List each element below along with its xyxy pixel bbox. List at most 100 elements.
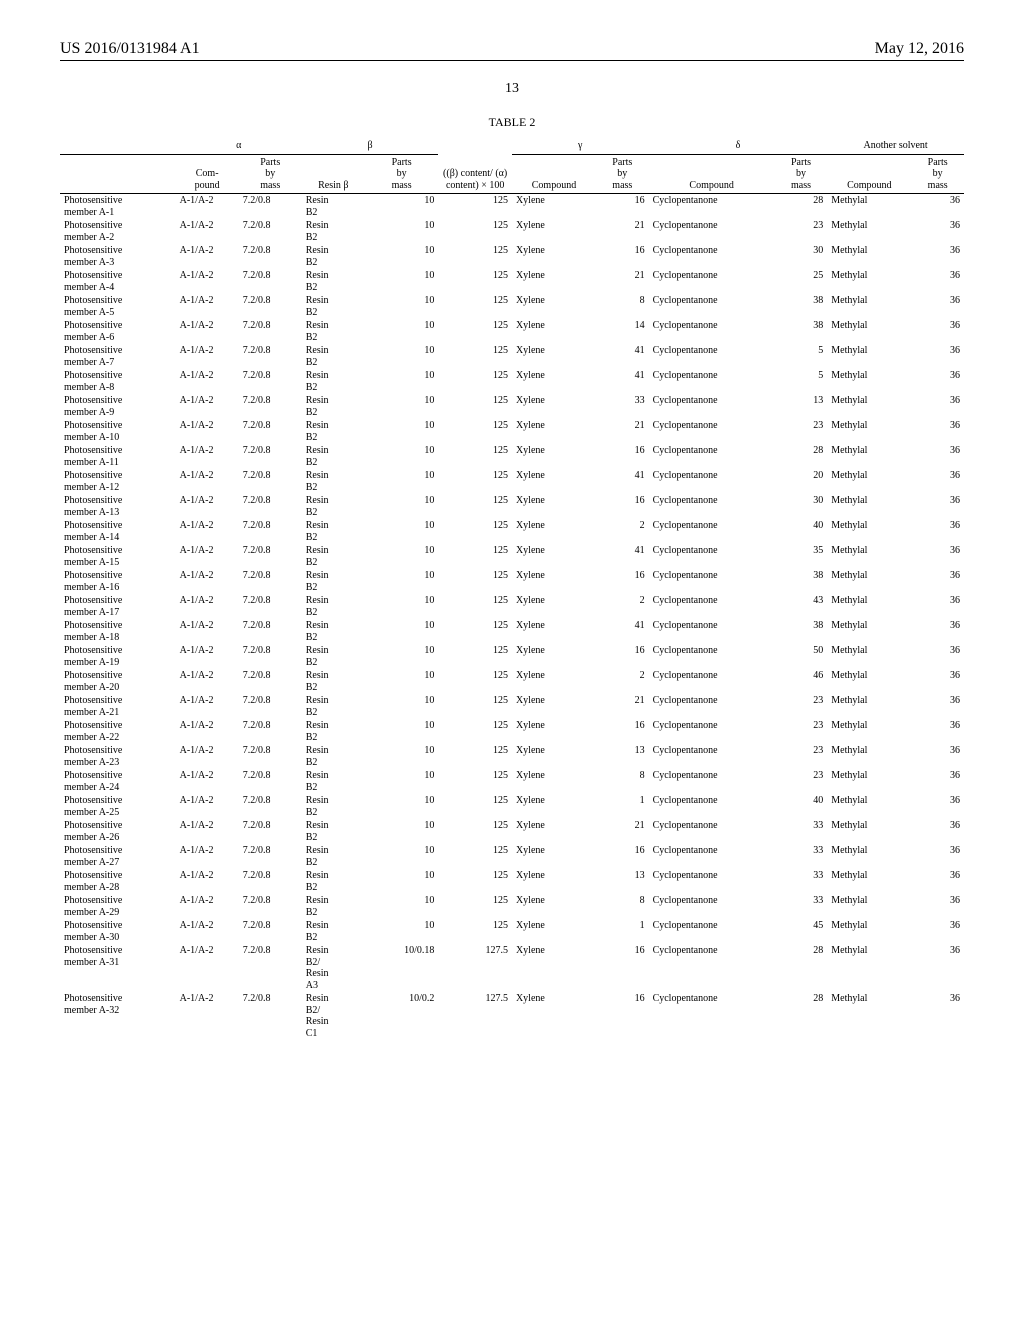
cell-ratio: 125: [438, 344, 512, 369]
cell-parts-g: 13: [596, 744, 649, 769]
cell-parts-s: 36: [911, 194, 964, 220]
cell-parts-a: 7.2/0.8: [239, 369, 302, 394]
cell-parts-d: 23: [775, 744, 828, 769]
cell-parts-g: 16: [596, 944, 649, 992]
cell-ratio: 125: [438, 819, 512, 844]
cell-parts-d: 50: [775, 644, 828, 669]
cell-compound-d: Cyclopentanone: [649, 519, 775, 544]
cell-label: Photosensitive member A-32: [60, 992, 176, 1040]
cell-compound-s: Methylal: [827, 992, 911, 1040]
cell-resin-b: Resin B2: [302, 319, 365, 344]
cell-parts-d: 33: [775, 869, 828, 894]
cell-parts-a: 7.2/0.8: [239, 344, 302, 369]
cell-resin-b: Resin B2/ Resin C1: [302, 992, 365, 1040]
cell-parts-a: 7.2/0.8: [239, 319, 302, 344]
cell-parts-s: 36: [911, 394, 964, 419]
cell-compound-g: Xylene: [512, 519, 596, 544]
cell-compound-g: Xylene: [512, 294, 596, 319]
cell-parts-b: 10: [365, 919, 439, 944]
cell-parts-s: 36: [911, 769, 964, 794]
cell-ratio: 125: [438, 219, 512, 244]
cell-compound-a: A-1/A-2: [176, 819, 239, 844]
cell-parts-s: 36: [911, 992, 964, 1040]
cell-compound-g: Xylene: [512, 244, 596, 269]
cell-parts-b: 10: [365, 469, 439, 494]
cell-resin-b: Resin B2: [302, 694, 365, 719]
cell-ratio: 125: [438, 894, 512, 919]
cell-compound-g: Xylene: [512, 619, 596, 644]
cell-ratio: 125: [438, 444, 512, 469]
cell-compound-a: A-1/A-2: [176, 769, 239, 794]
cell-parts-g: 16: [596, 494, 649, 519]
cell-resin-b: Resin B2: [302, 719, 365, 744]
cell-compound-g: Xylene: [512, 819, 596, 844]
cell-parts-g: 21: [596, 419, 649, 444]
cell-compound-s: Methylal: [827, 569, 911, 594]
cell-parts-b: 10: [365, 769, 439, 794]
cell-parts-a: 7.2/0.8: [239, 894, 302, 919]
cell-compound-g: Xylene: [512, 694, 596, 719]
cell-parts-g: 1: [596, 794, 649, 819]
cell-compound-d: Cyclopentanone: [649, 444, 775, 469]
th-parts-s: Parts by mass: [911, 154, 964, 194]
cell-parts-a: 7.2/0.8: [239, 744, 302, 769]
cell-resin-b: Resin B2: [302, 894, 365, 919]
cell-compound-s: Methylal: [827, 194, 911, 220]
th-parts-a: Parts by mass: [239, 154, 302, 194]
th-parts-b: Parts by mass: [365, 154, 439, 194]
table-row: Photosensitive member A-29A-1/A-27.2/0.8…: [60, 894, 964, 919]
cell-parts-g: 16: [596, 569, 649, 594]
cell-label: Photosensitive member A-13: [60, 494, 176, 519]
cell-compound-s: Methylal: [827, 344, 911, 369]
cell-compound-s: Methylal: [827, 744, 911, 769]
cell-resin-b: Resin B2: [302, 644, 365, 669]
cell-parts-a: 7.2/0.8: [239, 444, 302, 469]
cell-parts-a: 7.2/0.8: [239, 844, 302, 869]
cell-parts-d: 43: [775, 594, 828, 619]
cell-parts-s: 36: [911, 369, 964, 394]
cell-compound-a: A-1/A-2: [176, 869, 239, 894]
cell-label: Photosensitive member A-9: [60, 394, 176, 419]
cell-parts-s: 36: [911, 444, 964, 469]
cell-parts-g: 2: [596, 594, 649, 619]
cell-label: Photosensitive member A-19: [60, 644, 176, 669]
cell-resin-b: Resin B2: [302, 669, 365, 694]
cell-compound-s: Methylal: [827, 819, 911, 844]
cell-parts-d: 13: [775, 394, 828, 419]
cell-parts-s: 36: [911, 744, 964, 769]
cell-parts-b: 10: [365, 694, 439, 719]
cell-ratio: 127.5: [438, 944, 512, 992]
cell-parts-a: 7.2/0.8: [239, 269, 302, 294]
cell-parts-s: 36: [911, 919, 964, 944]
cell-compound-g: Xylene: [512, 219, 596, 244]
cell-compound-a: A-1/A-2: [176, 744, 239, 769]
cell-parts-g: 41: [596, 369, 649, 394]
cell-compound-a: A-1/A-2: [176, 219, 239, 244]
cell-label: Photosensitive member A-17: [60, 594, 176, 619]
cell-parts-b: 10: [365, 794, 439, 819]
cell-compound-d: Cyclopentanone: [649, 319, 775, 344]
cell-compound-g: Xylene: [512, 419, 596, 444]
cell-resin-b: Resin B2: [302, 394, 365, 419]
cell-label: Photosensitive member A-6: [60, 319, 176, 344]
cell-parts-b: 10: [365, 544, 439, 569]
cell-ratio: 125: [438, 594, 512, 619]
cell-compound-a: A-1/A-2: [176, 544, 239, 569]
cell-resin-b: Resin B2: [302, 744, 365, 769]
cell-compound-a: A-1/A-2: [176, 369, 239, 394]
table-row: Photosensitive member A-7A-1/A-27.2/0.8R…: [60, 344, 964, 369]
cell-parts-a: 7.2/0.8: [239, 619, 302, 644]
cell-compound-s: Methylal: [827, 394, 911, 419]
cell-parts-b: 10: [365, 619, 439, 644]
cell-parts-d: 23: [775, 769, 828, 794]
th-compound-g: Compound: [512, 154, 596, 194]
th-compound-d: Compound: [649, 154, 775, 194]
cell-parts-a: 7.2/0.8: [239, 669, 302, 694]
cell-ratio: 125: [438, 419, 512, 444]
cell-parts-a: 7.2/0.8: [239, 944, 302, 992]
cell-ratio: 125: [438, 194, 512, 220]
cell-parts-a: 7.2/0.8: [239, 419, 302, 444]
cell-parts-s: 36: [911, 944, 964, 992]
cell-parts-b: 10: [365, 844, 439, 869]
publication-date: May 12, 2016: [875, 40, 964, 58]
